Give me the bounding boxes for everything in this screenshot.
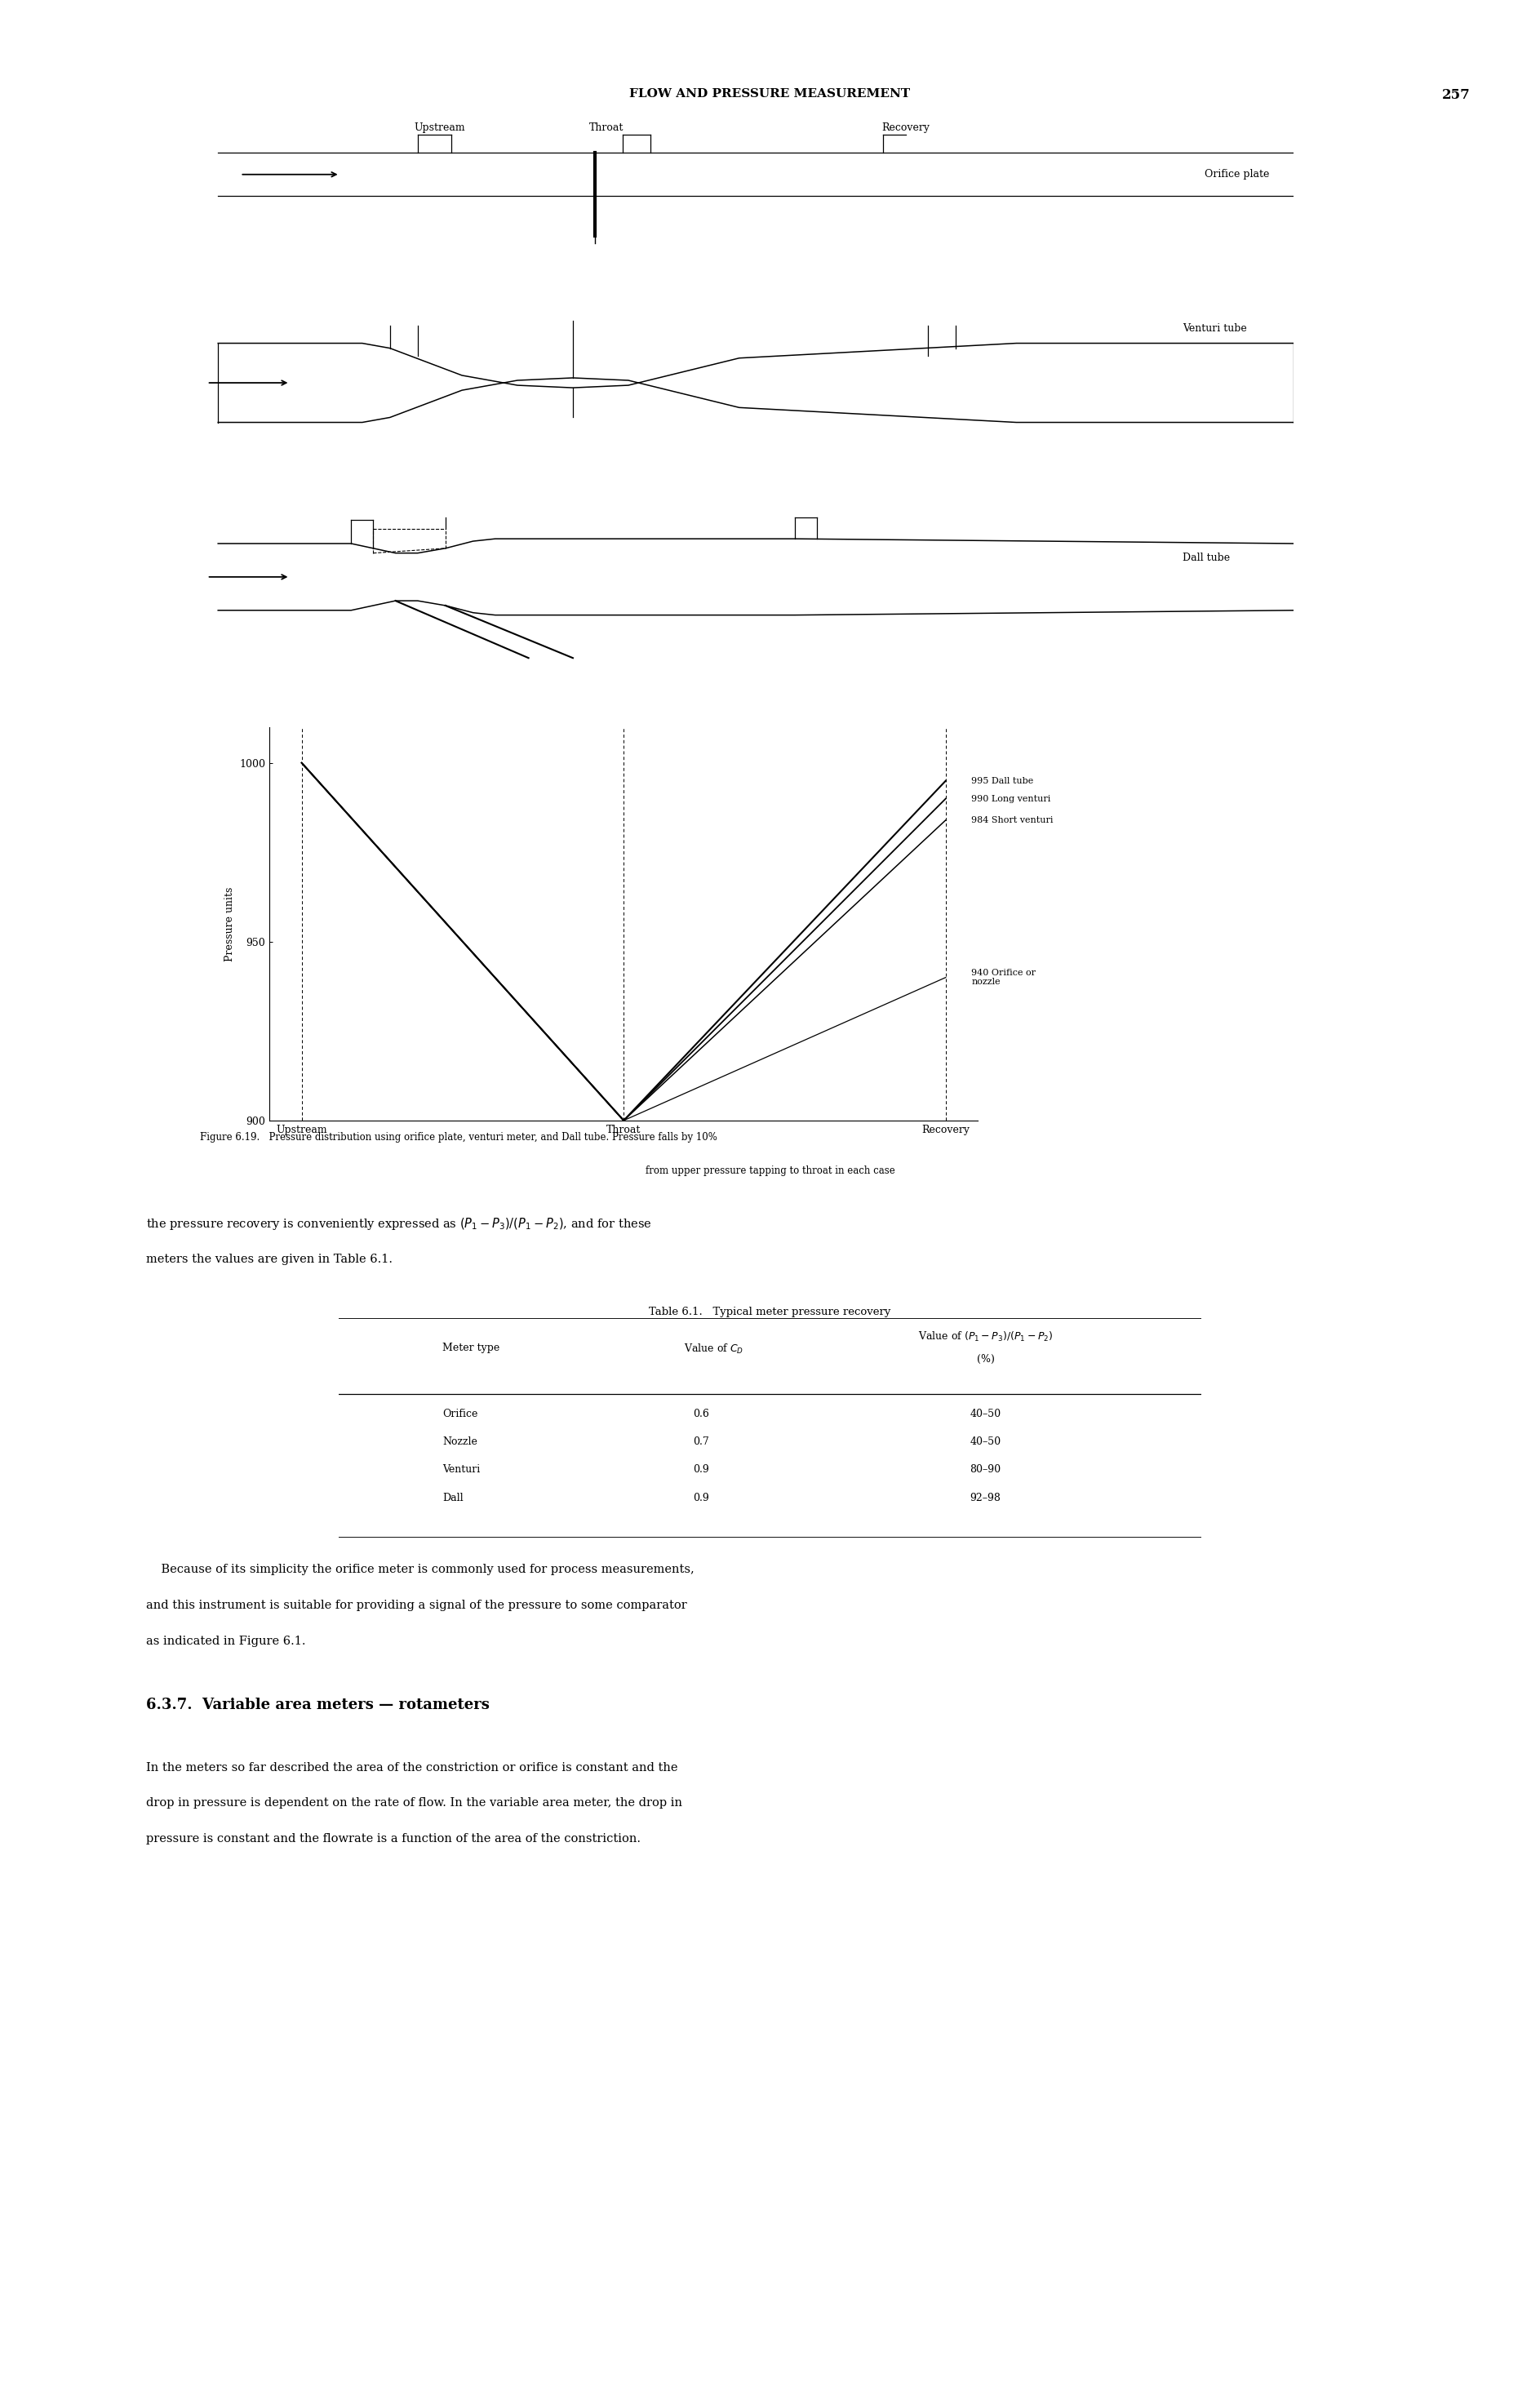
Text: Because of its simplicity the orifice meter is commonly used for process measure: Because of its simplicity the orifice me… <box>146 1564 695 1576</box>
Text: from upper pressure tapping to throat in each case: from upper pressure tapping to throat in… <box>645 1166 895 1175</box>
Text: (%): (%) <box>976 1354 995 1366</box>
Text: 984 Short venturi: 984 Short venturi <box>972 815 1053 825</box>
Text: 940 Orifice or
nozzle: 940 Orifice or nozzle <box>972 968 1036 987</box>
Text: 0.9: 0.9 <box>693 1464 708 1476</box>
Text: 92–98: 92–98 <box>970 1492 1001 1502</box>
Text: Venturi tube: Venturi tube <box>1183 324 1247 334</box>
Text: 0.7: 0.7 <box>693 1438 708 1447</box>
Text: 6.3.7.  Variable area meters — rotameters: 6.3.7. Variable area meters — rotameters <box>146 1697 490 1712</box>
Text: Figure 6.19.   Pressure distribution using orifice plate, venturi meter, and Dal: Figure 6.19. Pressure distribution using… <box>200 1132 718 1142</box>
Text: Upstream: Upstream <box>414 122 465 134</box>
Text: Dall tube: Dall tube <box>1183 553 1230 563</box>
Text: Throat: Throat <box>588 122 624 134</box>
Text: pressure is constant and the flowrate is a function of the area of the constrict: pressure is constant and the flowrate is… <box>146 1833 641 1845</box>
Text: 990 Long venturi: 990 Long venturi <box>972 794 1050 803</box>
Text: meters the values are given in Table 6.1.: meters the values are given in Table 6.1… <box>146 1254 393 1266</box>
Text: 40–50: 40–50 <box>970 1438 1001 1447</box>
Text: Orifice plate: Orifice plate <box>1204 169 1269 179</box>
Text: 0.9: 0.9 <box>693 1492 708 1502</box>
Text: 40–50: 40–50 <box>970 1409 1001 1418</box>
Text: 80–90: 80–90 <box>970 1464 1001 1476</box>
Text: In the meters so far described the area of the constriction or orifice is consta: In the meters so far described the area … <box>146 1762 678 1774</box>
Text: Nozzle: Nozzle <box>442 1438 477 1447</box>
Text: Orifice: Orifice <box>442 1409 477 1418</box>
Text: and this instrument is suitable for providing a signal of the pressure to some c: and this instrument is suitable for prov… <box>146 1600 687 1612</box>
Text: 0.6: 0.6 <box>693 1409 708 1418</box>
Text: Meter type: Meter type <box>442 1342 499 1352</box>
Text: Dall: Dall <box>442 1492 464 1502</box>
Text: Value of $C_D$: Value of $C_D$ <box>684 1342 744 1356</box>
Text: FLOW AND PRESSURE MEASUREMENT: FLOW AND PRESSURE MEASUREMENT <box>630 88 910 100</box>
Y-axis label: Pressure units: Pressure units <box>225 887 236 961</box>
Text: 995 Dall tube: 995 Dall tube <box>972 777 1033 784</box>
Text: Value of $(P_1 - P_3)/(P_1 - P_2)$: Value of $(P_1 - P_3)/(P_1 - P_2)$ <box>918 1330 1053 1345</box>
Text: Table 6.1.   Typical meter pressure recovery: Table 6.1. Typical meter pressure recove… <box>648 1306 892 1316</box>
Text: drop in pressure is dependent on the rate of flow. In the variable area meter, t: drop in pressure is dependent on the rat… <box>146 1798 682 1809</box>
Text: as indicated in Figure 6.1.: as indicated in Figure 6.1. <box>146 1635 306 1647</box>
Text: Recovery: Recovery <box>881 122 930 134</box>
Text: the pressure recovery is conveniently expressed as $(P_1 - P_3)/(P_1 - P_2)$, an: the pressure recovery is conveniently ex… <box>146 1216 651 1233</box>
Text: Venturi: Venturi <box>442 1464 480 1476</box>
Text: 257: 257 <box>1443 88 1471 103</box>
